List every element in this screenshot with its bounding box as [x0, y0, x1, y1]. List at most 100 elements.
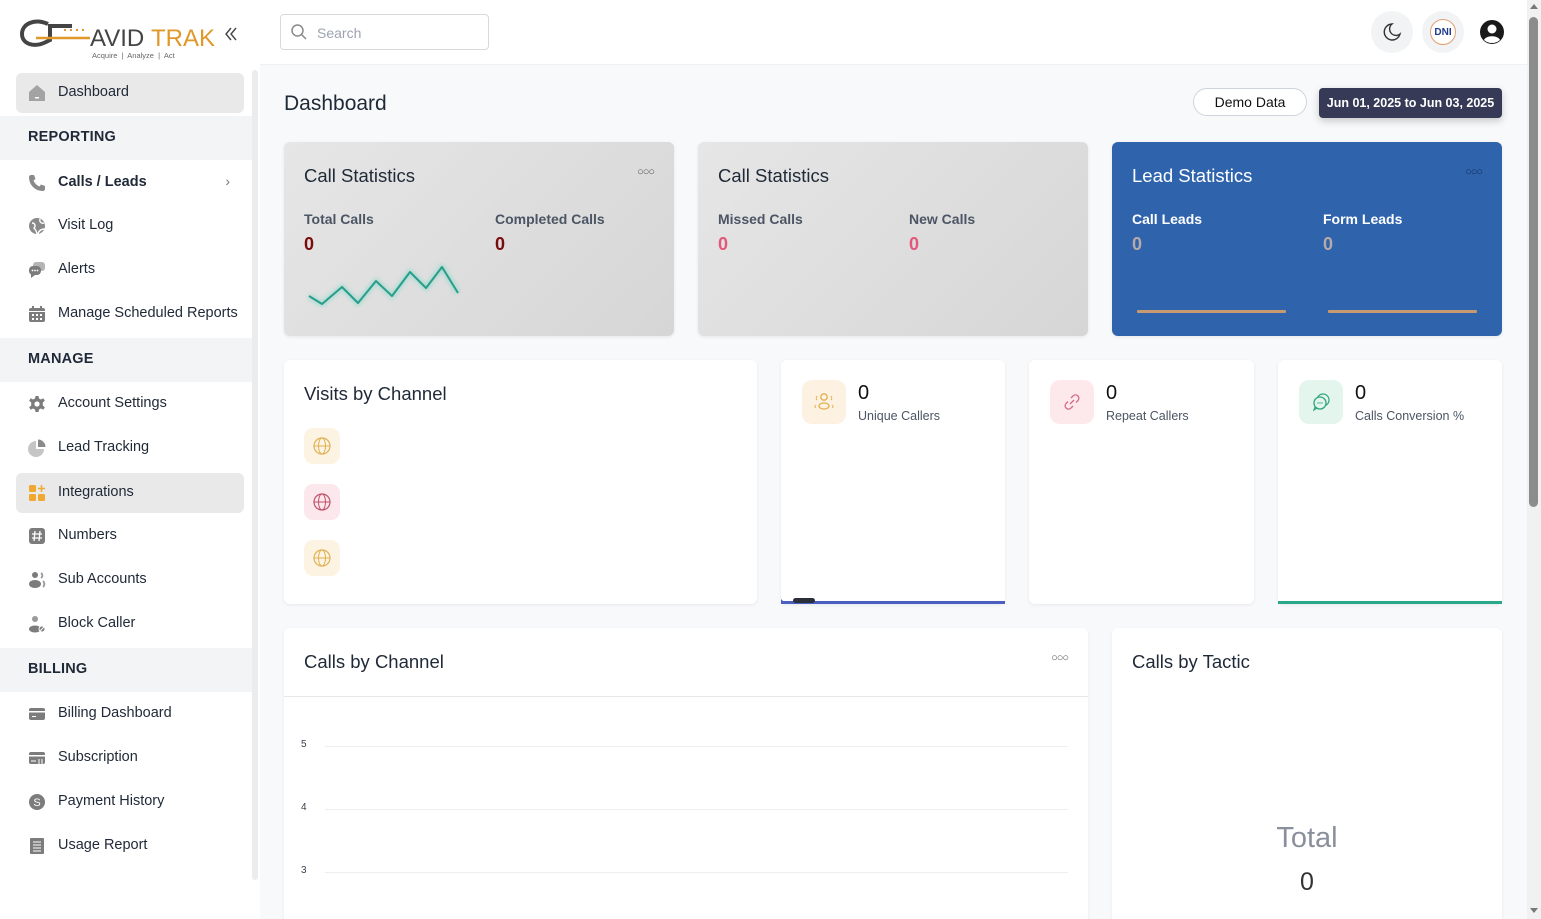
sidebar-item-label: Usage Report [58, 837, 148, 853]
channel-item [304, 540, 340, 576]
call-leads-sparkline [1137, 310, 1286, 313]
sidebar-item-label: Dashboard [58, 84, 129, 100]
metric-value: 0 [718, 234, 729, 254]
topbar: DNI [260, 0, 1527, 65]
globe-icon [29, 218, 46, 235]
sidebar-item-usage-report[interactable]: Usage Report [16, 826, 244, 866]
metric-value: 0 [909, 234, 920, 254]
collapse-sidebar-button[interactable] [224, 26, 242, 46]
brand-name-1: AVID [90, 25, 144, 52]
section-label: REPORTING [28, 129, 116, 145]
more-options-icon[interactable]: ○○○ [1465, 166, 1483, 178]
call-statistics-card-2: Call Statistics Missed Calls 0 New Calls… [698, 142, 1088, 336]
search-icon [291, 24, 307, 40]
card-title: Call Statistics [304, 165, 416, 186]
page-scrollbar[interactable] [1527, 0, 1541, 919]
metric-value: 0 [495, 234, 506, 254]
sidebar-item-subscription[interactable]: Subscription [16, 738, 244, 778]
more-options-icon[interactable]: ○○○ [1051, 652, 1069, 664]
sidebar-item-manage-scheduled-reports[interactable]: Manage Scheduled Reports [16, 294, 244, 334]
sidebar-item-visit-log[interactable]: Visit Log [16, 206, 244, 246]
sidebar-item-integrations[interactable]: Integrations [16, 473, 244, 513]
y-tick: 5 [301, 739, 307, 750]
sidebar-item-label: Visit Log [58, 217, 114, 233]
sidebar: AVID TRAK Acquire | Analyze | Act Dashbo… [0, 0, 260, 919]
calls-conversion-card: 0 Calls Conversion % [1278, 360, 1502, 604]
sidebar-item-dashboard[interactable]: Dashboard [16, 73, 244, 113]
kpi-sparkline [781, 601, 1005, 604]
metric-label: Completed Calls [495, 211, 605, 227]
link-icon [1064, 394, 1080, 410]
channel-item [304, 484, 340, 520]
chart-tooltip-handle [793, 598, 815, 603]
home-icon [29, 85, 45, 101]
theme-toggle-button[interactable] [1371, 11, 1413, 53]
section-label: MANAGE [28, 351, 94, 367]
kpi-value: 0 [1106, 382, 1118, 404]
hash-icon [29, 528, 45, 544]
y-tick: 4 [301, 802, 307, 813]
unique-callers-card: 0 Unique Callers [781, 360, 1005, 604]
kpi-icon-box [1299, 380, 1343, 424]
donut-center-value: 0 [1300, 868, 1314, 896]
scroll-up-arrow-icon[interactable] [1530, 4, 1538, 9]
sidebar-item-label: Block Caller [58, 615, 136, 631]
chevrons-left-icon [225, 27, 237, 41]
sidebar-item-label: Account Settings [58, 395, 167, 411]
dni-button[interactable]: DNI [1422, 11, 1464, 53]
y-tick: 3 [301, 865, 307, 876]
sidebar-item-block-caller[interactable]: Block Caller [16, 604, 244, 644]
kpi-sparkline [1278, 601, 1502, 604]
channel-item [304, 428, 340, 464]
calls-by-tactic-card: Calls by Tactic Total 0 [1112, 628, 1502, 919]
more-options-icon[interactable]: ○○○ [637, 166, 655, 178]
report-icon [30, 838, 44, 854]
metric-label: Total Calls [304, 211, 374, 227]
sidebar-item-calls-leads[interactable]: Calls / Leads › [16, 163, 244, 203]
card-exchange-icon [29, 752, 45, 764]
search-input[interactable] [317, 23, 477, 43]
svg-text:S: S [33, 797, 40, 809]
visits-by-channel-card: Visits by Channel [284, 360, 757, 604]
chat-icon [29, 262, 45, 278]
metric-label: Missed Calls [718, 211, 803, 227]
sidebar-item-label: Subscription [58, 749, 138, 765]
sidebar-item-sub-accounts[interactable]: Sub Accounts [16, 560, 244, 600]
header-divider [284, 696, 1088, 697]
user-circle-icon[interactable] [1479, 19, 1505, 45]
form-leads-sparkline [1328, 310, 1477, 313]
kpi-value: 0 [1355, 382, 1367, 404]
scroll-down-arrow-icon[interactable] [1530, 908, 1538, 913]
donut-center-label: Total [1276, 822, 1338, 854]
search-box[interactable] [280, 14, 489, 50]
sidebar-item-label: Payment History [58, 793, 165, 809]
globe-icon [313, 549, 331, 567]
sidebar-item-billing-dashboard[interactable]: Billing Dashboard [16, 694, 244, 734]
section-manage: MANAGE [0, 338, 252, 382]
kpi-label: Repeat Callers [1106, 409, 1189, 423]
sidebar-item-label: Calls / Leads [58, 174, 147, 190]
date-range-picker[interactable]: Jun 01, 2025 to Jun 03, 2025 [1319, 88, 1502, 118]
metric-value: 0 [1323, 234, 1334, 254]
calendar-icon [29, 306, 45, 322]
sidebar-item-account-settings[interactable]: Account Settings [16, 384, 244, 424]
dollar-circle-icon: S [29, 794, 45, 810]
sidebar-item-alerts[interactable]: Alerts [16, 250, 244, 290]
brand-tagline: Acquire | Analyze | Act [92, 51, 176, 60]
kpi-icon-box [802, 380, 846, 424]
scrollbar-thumb[interactable] [1529, 17, 1538, 507]
sidebar-item-lead-tracking[interactable]: Lead Tracking [16, 428, 244, 468]
metric-label: Form Leads [1323, 211, 1403, 227]
sidebar-item-numbers[interactable]: Numbers [16, 516, 244, 556]
sidebar-item-payment-history[interactable]: S Payment History [16, 782, 244, 822]
demo-data-button[interactable]: Demo Data [1193, 88, 1307, 116]
sparkline [307, 262, 461, 308]
grid-line [325, 746, 1068, 747]
call-statistics-card-1: Call Statistics ○○○ Total Calls 0 Comple… [284, 142, 674, 336]
sidebar-item-label: Numbers [58, 527, 117, 543]
sidebar-scrollbar[interactable] [252, 70, 258, 880]
section-reporting: REPORTING [0, 116, 252, 160]
globe-icon [313, 437, 331, 455]
user-block-icon [29, 616, 46, 633]
phone-icon [29, 175, 45, 191]
